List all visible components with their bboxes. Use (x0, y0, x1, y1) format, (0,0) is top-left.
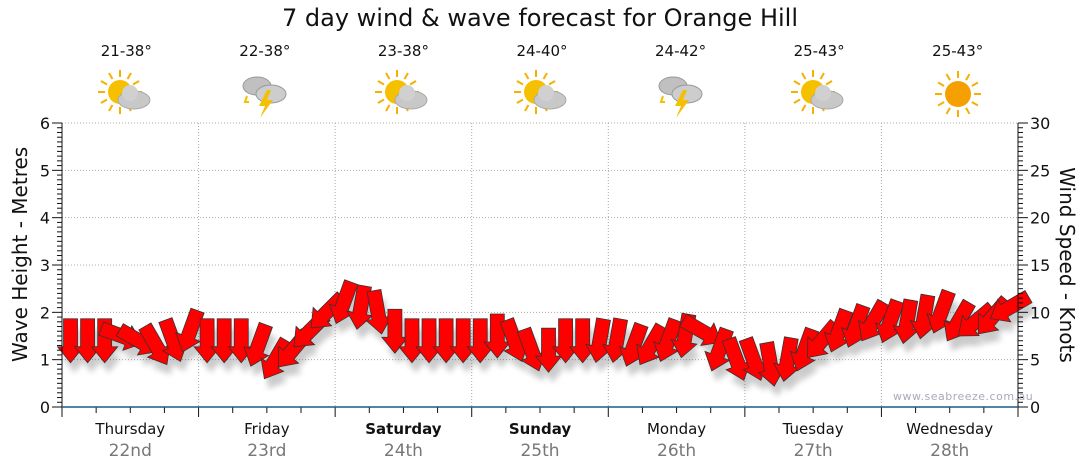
wind-arrow (909, 293, 937, 340)
wind-arrow (679, 313, 722, 347)
day-date: 25th (520, 441, 560, 461)
day-date: 27th (793, 441, 833, 461)
wind-arrow (568, 318, 597, 364)
right-tick-label: 25 (1030, 161, 1050, 180)
weather-thunderstorm-icon (658, 76, 703, 118)
left-axis-label: Wave Height - Metres (8, 146, 32, 362)
right-tick-label: 30 (1030, 114, 1050, 133)
wind-arrow (365, 288, 393, 335)
wind-arrow (585, 317, 613, 364)
right-tick-label: 0 (1030, 398, 1040, 417)
day-name: Saturday (365, 420, 442, 438)
wind-arrow (210, 318, 239, 364)
wind-arrow-shadow (994, 300, 1037, 332)
day-temp-range: 25-43° (932, 42, 984, 60)
day-date: 23rd (247, 441, 287, 461)
day-temp-range: 25-43° (793, 42, 845, 60)
right-tick-label: 20 (1030, 209, 1050, 228)
wind-arrow (158, 317, 188, 363)
wind-arrow (432, 318, 460, 364)
weather-partly-cloudy-icon (98, 70, 151, 114)
watermark: www.seabreeze.com.au (893, 390, 1034, 403)
wind-arrow (943, 298, 976, 342)
wind-arrow (398, 318, 426, 364)
day-date: 28th (930, 441, 970, 461)
wind-arrow (193, 318, 221, 364)
right-tick-label: 10 (1030, 303, 1050, 322)
day-name: Wednesday (906, 420, 994, 438)
day-name: Monday (646, 420, 707, 438)
wind-arrow (381, 308, 409, 354)
left-tick-label: 6 (40, 114, 50, 133)
wind-arrow (704, 326, 734, 372)
weather-thunderstorm-icon (242, 76, 287, 118)
day-date: 26th (657, 441, 697, 461)
left-tick-label: 4 (40, 209, 50, 228)
wind-arrow (449, 318, 478, 364)
wind-arrow (892, 298, 920, 345)
weather-partly-cloudy-icon (514, 70, 567, 114)
right-axis-label: Wind Speed - Knots (1055, 167, 1079, 363)
left-tick-label: 3 (40, 256, 50, 275)
wind-arrow (175, 307, 205, 353)
wind-arrow (551, 318, 580, 364)
weather-partly-cloudy-icon (791, 70, 844, 114)
day-name: Friday (244, 420, 290, 438)
weather-partly-cloudy-icon (375, 70, 428, 114)
left-tick-label: 5 (40, 161, 50, 180)
day-temp-range: 23-38° (377, 42, 429, 60)
wind-arrow (415, 318, 443, 364)
day-name: Tuesday (782, 420, 844, 438)
day-name: Sunday (508, 420, 572, 438)
weather-sunny-icon (934, 71, 981, 117)
wind-arrow (466, 318, 495, 364)
wind-arrow (243, 321, 273, 367)
wind-arrow (757, 341, 786, 387)
day-temp-range: 24-42° (655, 42, 707, 60)
chart-title: 7 day wind & wave forecast for Orange Hi… (282, 4, 798, 32)
left-tick-label: 1 (40, 351, 50, 370)
wind-arrow (926, 288, 956, 334)
wind-arrow (534, 327, 563, 373)
day-temp-range: 22-38° (239, 42, 291, 60)
right-tick-label: 5 (1030, 351, 1040, 370)
day-name: Thursday (95, 420, 166, 438)
wind-arrow (56, 318, 85, 364)
day-temp-range: 21-38° (100, 42, 152, 60)
day-date: 22nd (108, 441, 152, 461)
right-tick-label: 15 (1030, 256, 1050, 275)
wind-arrow (73, 318, 102, 364)
day-temp-range: 24-40° (516, 42, 568, 60)
left-tick-label: 2 (40, 303, 50, 322)
wind-arrow (772, 336, 801, 382)
left-tick-label: 0 (40, 398, 50, 417)
day-date: 24th (383, 441, 423, 461)
